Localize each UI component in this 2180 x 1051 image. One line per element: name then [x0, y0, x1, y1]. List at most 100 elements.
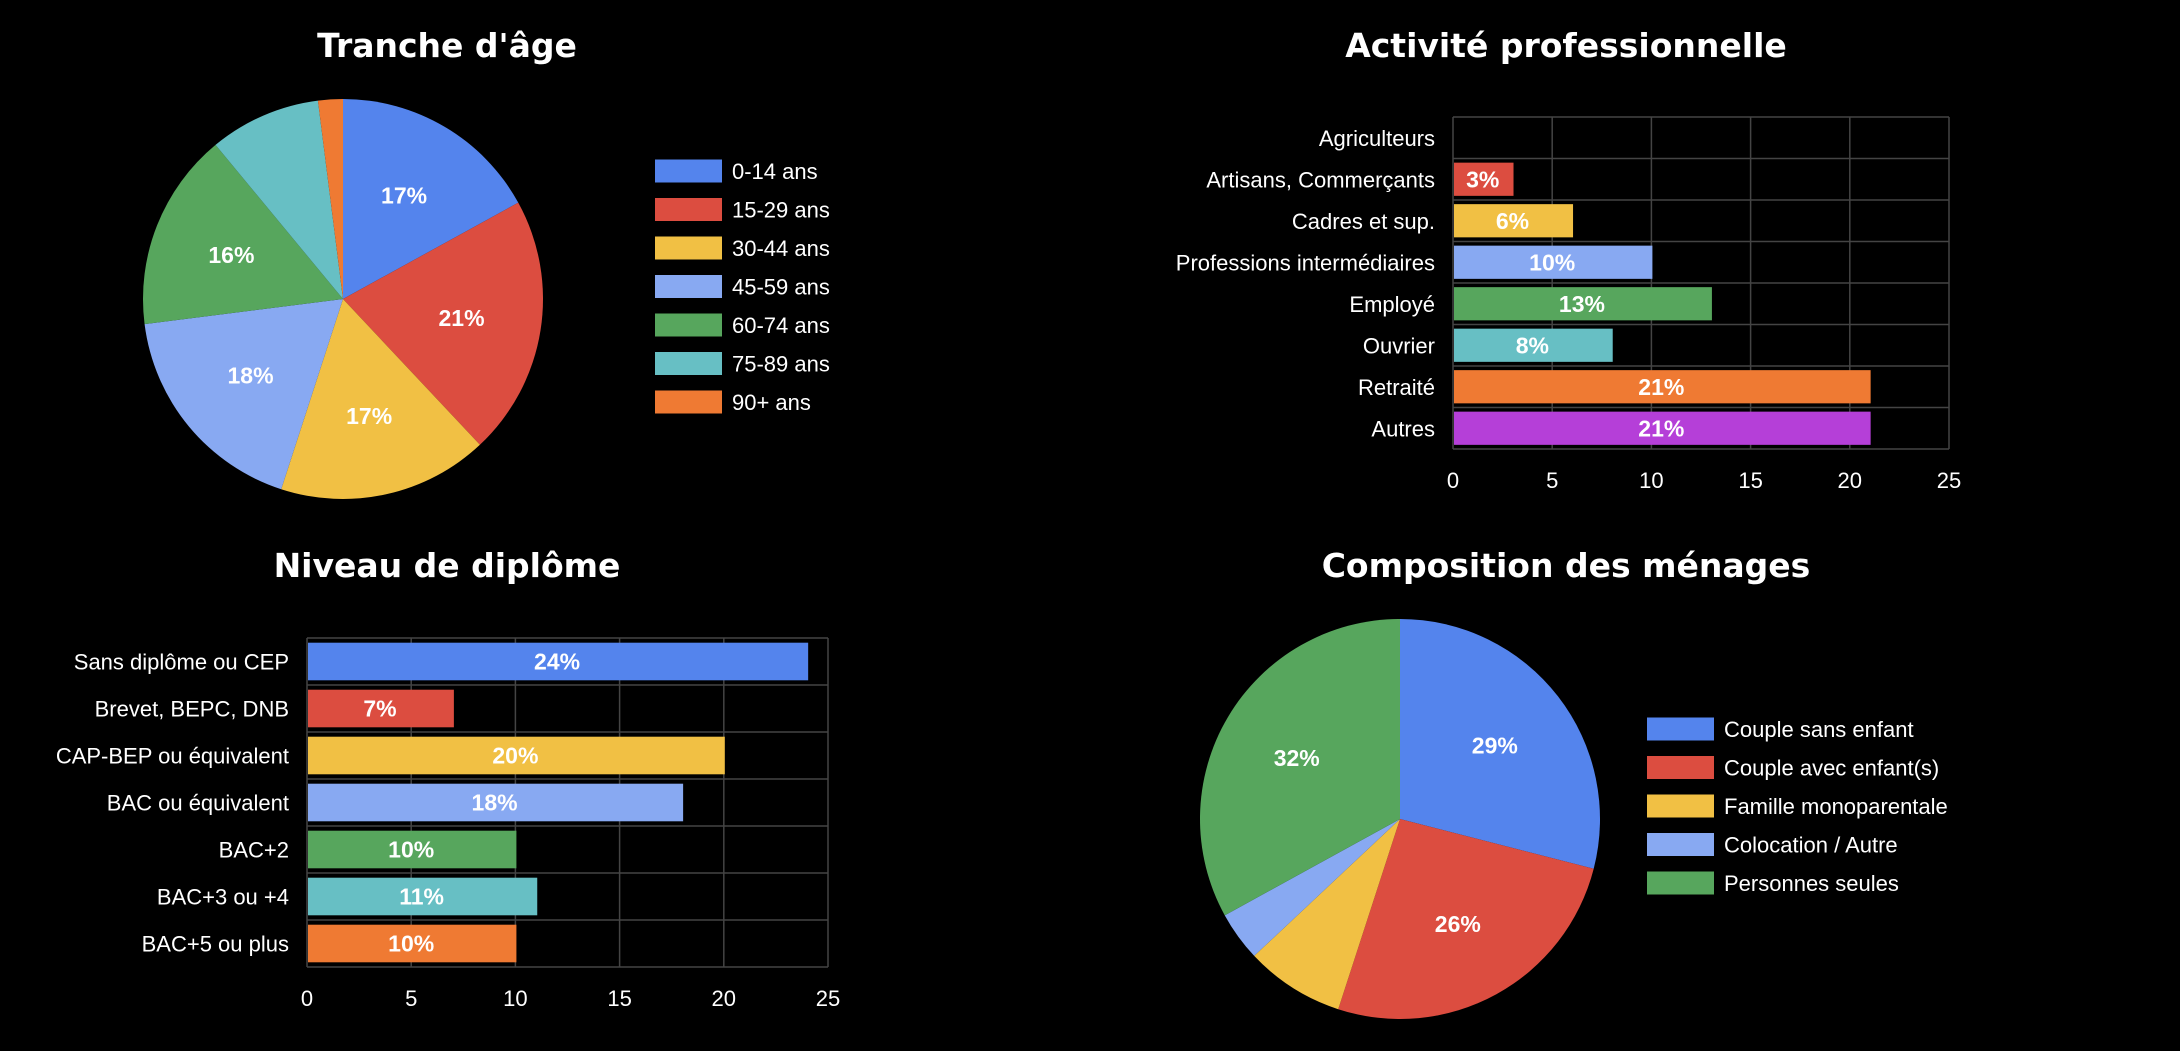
diplome-bar[interactable]: [308, 924, 517, 963]
activite-x-tick: 25: [1937, 468, 1961, 493]
diplome-bar[interactable]: [308, 830, 517, 869]
activite-category-label: Employé: [1349, 292, 1435, 317]
menages-slice-5[interactable]: [1200, 619, 1400, 916]
age-slice-label: 16%: [208, 242, 254, 268]
age-slice-4[interactable]: [144, 299, 343, 490]
age-slice-label: 17%: [346, 403, 392, 429]
menages-slice-3[interactable]: [1254, 819, 1400, 1010]
menages-slice-2[interactable]: [1338, 819, 1594, 1019]
age-legend-label: 30-44 ans: [732, 236, 830, 261]
menages-slice-label: 26%: [1435, 911, 1481, 937]
diplome-chart-title: Niveau de diplôme: [274, 546, 621, 585]
diplome-category-label: CAP-BEP ou équivalent: [56, 744, 289, 769]
activite-bar-label: 6%: [1496, 208, 1529, 234]
menages-slice-label: 29%: [1472, 732, 1518, 758]
activite-chart-title: Activité professionnelle: [1345, 26, 1787, 65]
age-slice-2[interactable]: [343, 202, 543, 445]
diplome-bar-label: 11%: [399, 884, 444, 910]
menages-legend-label: Couple avec enfant(s): [1724, 756, 1939, 781]
activite-x-tick: 0: [1447, 468, 1459, 493]
age-slice-label: 18%: [228, 362, 274, 388]
menages-legend-swatch: [1647, 717, 1714, 741]
activite-category-label: Autres: [1371, 416, 1435, 441]
diplome-category-label: BAC+2: [219, 838, 289, 863]
age-pie-chart: Tranche d'âge 17% 21% 17% 18% 16% 0-14 ans 15-2…: [142, 26, 830, 500]
age-slice-label: 21%: [438, 305, 484, 331]
activite-x-tick: 20: [1838, 468, 1862, 493]
activite-bar[interactable]: [1454, 287, 1712, 321]
age-legend-label: 45-59 ans: [732, 275, 830, 300]
age-slice-5[interactable]: [142, 144, 343, 325]
age-legend-swatch: [655, 236, 722, 260]
age-legend-swatch: [655, 390, 722, 414]
age-slice-label: 17%: [381, 183, 427, 209]
age-slice-6[interactable]: [215, 100, 343, 299]
diplome-bar[interactable]: [308, 736, 725, 775]
diplome-x-tick: 20: [712, 986, 736, 1011]
menages-legend-label: Famille monoparentale: [1724, 794, 1948, 819]
diplome-category-label: BAC ou équivalent: [107, 791, 289, 816]
activite-bar-chart: Activité professionnelle 0 5 10 15 20 25 Agricu…: [1176, 26, 1961, 493]
menages-legend-label: Colocation / Autre: [1724, 833, 1898, 858]
menages-legend-swatch: [1647, 833, 1714, 856]
activite-category-label: Agriculteurs: [1319, 126, 1435, 151]
diplome-bar[interactable]: [308, 783, 684, 822]
menages-legend-swatch: [1647, 794, 1714, 818]
menages-legend-label: Personnes seules: [1724, 871, 1899, 896]
activite-bar[interactable]: [1454, 370, 1871, 404]
age-legend-swatch: [655, 313, 722, 337]
diplome-bar-label: 18%: [472, 790, 518, 816]
activite-bar-label: 21%: [1638, 374, 1684, 400]
diplome-x-tick: 15: [607, 986, 631, 1011]
menages-slice-label: 32%: [1274, 745, 1320, 771]
activite-bar-label: 21%: [1638, 415, 1684, 441]
activite-category-label: Professions intermédiaires: [1176, 250, 1435, 275]
menages-slice-1[interactable]: [1400, 619, 1600, 869]
activite-bar[interactable]: [1454, 328, 1613, 362]
menages-pie-chart: Composition des ménages 29% 26% 32% Couple s…: [1200, 546, 1948, 1019]
diplome-category-label: BAC+5 ou plus: [142, 932, 289, 957]
diplome-x-tick: 10: [503, 986, 527, 1011]
activite-x-tick: 15: [1738, 468, 1762, 493]
diplome-bar-label: 24%: [534, 649, 580, 675]
diplome-x-tick: 5: [405, 986, 417, 1011]
activite-bar[interactable]: [1454, 245, 1653, 279]
diplome-category-label: Brevet, BEPC, DNB: [95, 697, 289, 722]
age-legend-label: 60-74 ans: [732, 313, 830, 338]
age-legend-label: 75-89 ans: [732, 352, 830, 377]
age-slice-3[interactable]: [281, 299, 480, 500]
age-legend-swatch: [655, 159, 722, 183]
activite-category-label: Ouvrier: [1363, 333, 1435, 358]
menages-slice-4[interactable]: [1224, 819, 1400, 956]
diplome-bar-label: 10%: [388, 931, 434, 957]
activite-category-label: Artisans, Commerçants: [1206, 167, 1435, 192]
diplome-bar-label: 10%: [388, 837, 434, 863]
age-legend-swatch: [655, 198, 722, 221]
activite-category-label: Retraité: [1358, 375, 1435, 400]
activite-x-tick: 5: [1546, 468, 1558, 493]
menages-legend-label: Couple sans enfant: [1724, 717, 1914, 742]
diplome-bar-label: 7%: [363, 696, 396, 722]
diplome-category-label: BAC+3 ou +4: [157, 885, 289, 910]
activite-bar[interactable]: [1454, 204, 1574, 238]
age-legend-swatch: [655, 352, 722, 375]
menages-legend: Couple sans enfant Couple avec enfant(s) F…: [1647, 717, 1948, 896]
menages-legend-swatch: [1647, 871, 1714, 895]
diplome-bar[interactable]: [308, 642, 809, 681]
age-slice-7[interactable]: [317, 99, 343, 299]
diplome-x-tick: 0: [301, 986, 313, 1011]
diplome-bar[interactable]: [308, 689, 454, 728]
menages-legend-swatch: [1647, 756, 1714, 779]
age-slice-1[interactable]: [343, 99, 519, 299]
activite-bar[interactable]: [1454, 162, 1514, 196]
diplome-bar[interactable]: [308, 877, 538, 916]
activite-bar-label: 3%: [1466, 166, 1499, 192]
age-legend-swatch: [655, 275, 722, 298]
diplome-category-label: Sans diplôme ou CEP: [74, 650, 289, 675]
activite-bar[interactable]: [1454, 411, 1871, 445]
diplome-bar-label: 20%: [492, 743, 538, 769]
age-legend-label: 90+ ans: [732, 390, 811, 415]
activite-bar-label: 8%: [1516, 332, 1549, 358]
age-legend-label: 15-29 ans: [732, 198, 830, 223]
